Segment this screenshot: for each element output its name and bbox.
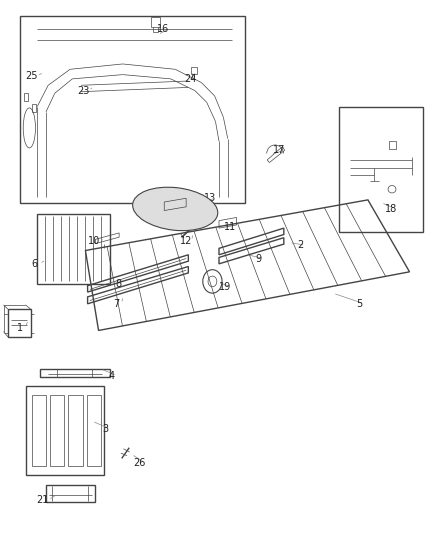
Text: 12: 12 <box>180 236 192 246</box>
Text: 1: 1 <box>17 323 23 333</box>
Text: 4: 4 <box>109 371 115 381</box>
Text: 26: 26 <box>133 458 145 467</box>
Text: 21: 21 <box>37 495 49 505</box>
Text: 3: 3 <box>102 424 108 434</box>
Text: 24: 24 <box>184 74 197 84</box>
Text: 25: 25 <box>25 71 38 80</box>
Text: 17: 17 <box>273 146 285 155</box>
Text: 13: 13 <box>204 193 216 203</box>
Text: 7: 7 <box>113 299 119 309</box>
Text: 6: 6 <box>31 259 37 269</box>
Text: 23: 23 <box>77 86 89 95</box>
Text: 9: 9 <box>255 254 261 263</box>
Text: 18: 18 <box>385 204 397 214</box>
Text: 11: 11 <box>224 222 236 231</box>
Text: 5: 5 <box>356 299 362 309</box>
Text: 10: 10 <box>88 236 100 246</box>
Text: 16: 16 <box>157 25 169 34</box>
Text: 8: 8 <box>115 279 121 288</box>
Text: 19: 19 <box>219 282 232 292</box>
Text: 2: 2 <box>297 240 303 250</box>
Ellipse shape <box>133 187 218 231</box>
